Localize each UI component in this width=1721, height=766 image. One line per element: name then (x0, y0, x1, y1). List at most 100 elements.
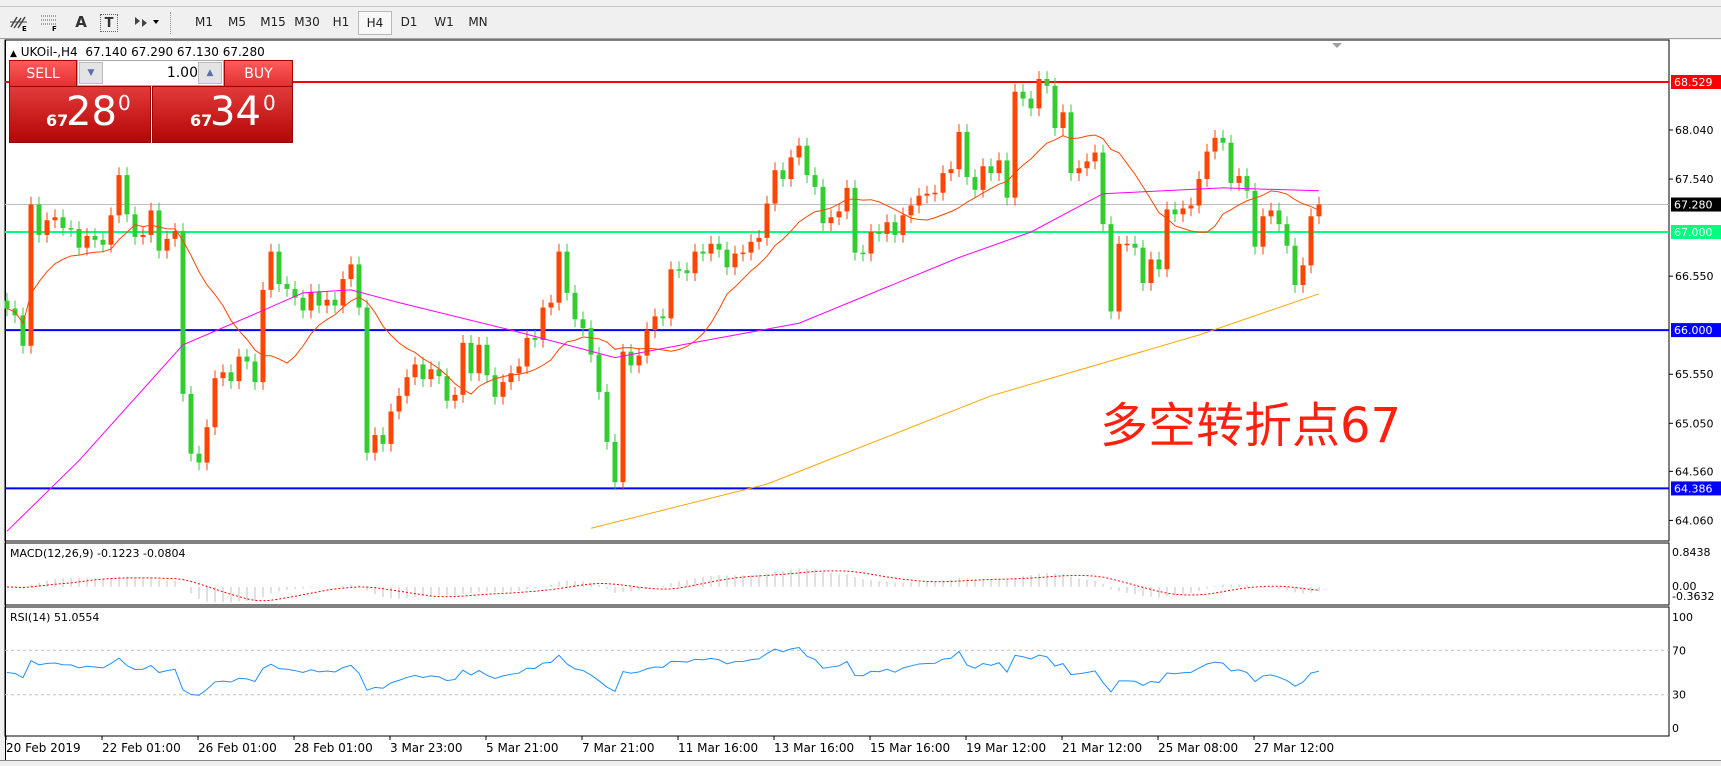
candle-body (1068, 112, 1074, 174)
time-tick-label: 7 Mar 21:00 (582, 741, 655, 755)
decrease-lot-button[interactable]: ▼ (79, 62, 103, 84)
timeframe-m30-button[interactable]: M30 (294, 15, 320, 29)
top-toolbar-strip (0, 0, 1721, 7)
sell-button[interactable]: SELL (9, 60, 77, 88)
timeframe-d1-button[interactable]: D1 (400, 15, 418, 29)
candle-body (1204, 151, 1210, 180)
text-label-icon[interactable]: T (100, 14, 118, 32)
candle-body (1108, 224, 1114, 312)
candle-body (868, 231, 874, 254)
timeframe-mn-button[interactable]: MN (468, 15, 488, 29)
buy-price-display[interactable]: 67 34 0 (152, 86, 293, 143)
candle-body (388, 411, 394, 444)
sell-price-display[interactable]: 67 28 0 (9, 86, 151, 143)
candle-body (828, 217, 834, 224)
candle-body (196, 453, 202, 463)
candle-body (372, 435, 378, 453)
time-tick-label: 28 Feb 01:00 (294, 741, 373, 755)
candle-body (1044, 78, 1050, 86)
candle-body (1236, 176, 1242, 183)
candle-body (516, 366, 522, 374)
time-tick-label: 20 Feb 2019 (6, 741, 81, 755)
timeframe-m5-button[interactable]: M5 (228, 15, 246, 29)
candle-body (540, 307, 546, 340)
lot-size-stepper[interactable]: ▼ ▲ (77, 60, 224, 86)
buy-price-main: 34 (210, 89, 261, 135)
increase-lot-button[interactable]: ▲ (198, 62, 222, 84)
timeframe-w1-button[interactable]: W1 (434, 15, 454, 29)
candle-body (764, 203, 770, 238)
chart-annotation[interactable]: 多空转折点67 (1100, 398, 1402, 454)
candle-body (324, 299, 330, 306)
candle-body (1052, 85, 1058, 129)
candle-body (676, 269, 682, 271)
timeframe-m15-button[interactable]: M15 (260, 15, 286, 29)
candle-body (108, 215, 114, 245)
candle-body (1276, 210, 1282, 225)
fibonacci-icon[interactable]: F (38, 12, 60, 32)
candle-body (204, 427, 210, 463)
candle-body (76, 229, 82, 248)
candle-body (1244, 176, 1250, 191)
candle-body (692, 251, 698, 274)
candle-body (1124, 243, 1130, 246)
candle-body (1196, 179, 1202, 206)
candle-body (524, 337, 530, 367)
candle-body (740, 252, 746, 255)
candle-body (1300, 265, 1306, 285)
candle-body (148, 210, 154, 235)
main-plot-frame (4, 39, 1670, 542)
candle-body (260, 289, 266, 383)
buy-button[interactable]: BUY (224, 60, 293, 88)
text-icon[interactable]: A (75, 13, 87, 31)
candle-body (36, 204, 42, 235)
price-tick-label: 65.550 (1675, 368, 1714, 381)
candle-body (716, 243, 722, 250)
chart-window[interactable] (5, 40, 1721, 762)
timeframe-h1-button[interactable]: H1 (332, 15, 350, 29)
level-price-label: 66.000 (1674, 324, 1713, 337)
candle-body (68, 228, 74, 230)
candle-body (572, 292, 578, 320)
candle-body (84, 235, 90, 248)
arrows-icon[interactable] (132, 12, 162, 32)
candle-body (748, 241, 754, 253)
chart-tabs-bar (0, 760, 1721, 766)
chart-shift-marker-icon[interactable] (1332, 43, 1342, 48)
candle-body (356, 264, 362, 308)
lot-size-input[interactable] (104, 61, 198, 85)
timeframe-m1-button[interactable]: M1 (195, 15, 213, 29)
candle-body (788, 157, 794, 180)
candle-body (1012, 91, 1018, 198)
elliott-wave-icon[interactable]: E (8, 12, 30, 32)
candle-body (476, 344, 482, 374)
candle-body (860, 252, 866, 255)
level-price-label: 67.000 (1674, 226, 1713, 239)
candle-body (484, 344, 490, 376)
candle-body (132, 214, 138, 237)
candle-body (220, 372, 226, 379)
candle-body (628, 351, 634, 366)
price-tick-label: 66.550 (1675, 270, 1714, 283)
candle-body (1036, 78, 1042, 109)
collapse-triangle-icon[interactable]: ▲ (10, 49, 17, 59)
candle-body (732, 253, 738, 268)
candle-body (100, 239, 106, 245)
level-price-label-bg (1671, 75, 1721, 89)
candle-body (1316, 204, 1322, 217)
candle-body (548, 302, 554, 308)
candle-body (340, 279, 346, 306)
current-price-label: 67.280 (1674, 199, 1713, 212)
macd-tick-label: 0.8438 (1672, 546, 1711, 559)
candle-body (276, 251, 282, 284)
sell-price-fraction: 0 (118, 91, 131, 115)
candle-body (1076, 168, 1082, 174)
timeframe-h4-button[interactable]: H4 (358, 11, 392, 35)
candle-body (1284, 224, 1290, 246)
mid-moving-average-line (6, 187, 1320, 532)
candle-body (1092, 152, 1098, 162)
candle-body (1140, 247, 1146, 284)
candle-body (1180, 208, 1186, 215)
time-tick-label: 26 Feb 01:00 (198, 741, 277, 755)
